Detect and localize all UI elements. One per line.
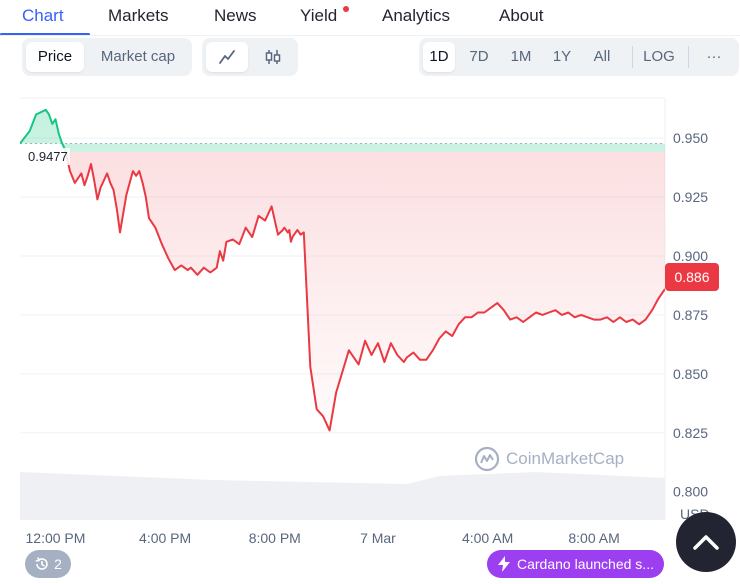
tab-markets[interactable]: Markets	[108, 6, 169, 25]
y-tick-label: 0.875	[673, 307, 708, 323]
y-tick-label: 0.850	[673, 366, 708, 382]
x-tick-label: 12:00 PM	[26, 530, 86, 546]
reference-price-label: 0.9477	[26, 148, 70, 165]
history-icon	[35, 557, 48, 570]
news-pill-button[interactable]: Cardano launched s...	[487, 550, 664, 578]
tabs-divider	[0, 35, 740, 36]
news-pill-text: Cardano launched s...	[517, 556, 654, 572]
x-tick-label: 4:00 AM	[462, 530, 513, 546]
price-line-down	[64, 152, 665, 432]
y-tick-label: 0.950	[673, 130, 708, 146]
coinmarketcap-logo-icon	[474, 446, 500, 472]
yield-notification-dot	[343, 6, 349, 12]
market-cap-button[interactable]: Market cap	[100, 48, 176, 65]
x-tick-label: 8:00 AM	[568, 530, 619, 546]
x-tick-label: 4:00 PM	[139, 530, 191, 546]
candlestick-button[interactable]	[252, 42, 294, 72]
candlestick-icon	[265, 50, 281, 64]
log-divider	[688, 46, 689, 68]
current-price-badge: 0.886	[665, 263, 719, 291]
price-series	[20, 108, 665, 432]
y-tick-label: 0.900	[673, 248, 708, 264]
volume-shape	[20, 472, 665, 520]
y-tick-label: 0.925	[673, 189, 708, 205]
x-tick-label: 7 Mar	[360, 530, 396, 546]
price-area-below-ref	[65, 152, 665, 431]
y-axis-ticks: 0.950 0.925 0.900 0.875 0.850 0.825 0.800	[673, 130, 708, 500]
bolt-icon	[498, 556, 510, 572]
range-1y-button[interactable]: 1Y	[552, 48, 572, 65]
coinmarketcap-watermark: CoinMarketCap	[474, 444, 624, 474]
range-1d-button[interactable]: 1D	[423, 42, 455, 72]
price-button[interactable]: Price	[26, 42, 84, 72]
tab-chart[interactable]: Chart	[22, 6, 64, 25]
range-1m-button[interactable]: 1M	[510, 48, 532, 65]
chevron-up-icon	[693, 535, 719, 550]
metric-toggle: Price Market cap	[22, 38, 192, 76]
range-divider	[632, 46, 633, 68]
tab-about[interactable]: About	[499, 6, 544, 25]
tab-news[interactable]: News	[214, 6, 257, 25]
more-options-button[interactable]: ···	[706, 48, 722, 65]
watermark-text: CoinMarketCap	[506, 449, 625, 468]
range-7d-button[interactable]: 7D	[469, 48, 489, 65]
active-tab-indicator	[0, 33, 90, 36]
events-count: 2	[54, 556, 62, 572]
events-button[interactable]: 2	[25, 550, 71, 578]
y-tick-label: 0.825	[673, 425, 708, 441]
volume-area	[20, 472, 665, 520]
range-all-button[interactable]: All	[593, 48, 611, 65]
top-tabs: Chart Markets News Yield Analytics About	[0, 0, 740, 36]
y-tick-label: 0.800	[673, 484, 708, 500]
range-toggle: 1D 7D 1M 1Y All LOG ···	[419, 38, 739, 76]
line-chart-button[interactable]	[206, 42, 248, 72]
x-axis-ticks: 12:00 PM 4:00 PM 8:00 PM 7 Mar 4:00 AM 8:00 A…	[26, 530, 620, 546]
chart-style-toggle	[202, 38, 298, 76]
price-area-above-ref	[20, 109, 665, 152]
tab-yield[interactable]: Yield	[300, 6, 338, 25]
tab-analytics[interactable]: Analytics	[382, 6, 451, 25]
log-scale-button[interactable]: LOG	[643, 48, 675, 65]
x-tick-label: 8:00 PM	[249, 530, 301, 546]
line-chart-icon	[219, 50, 235, 64]
scroll-to-top-button[interactable]	[676, 512, 736, 572]
